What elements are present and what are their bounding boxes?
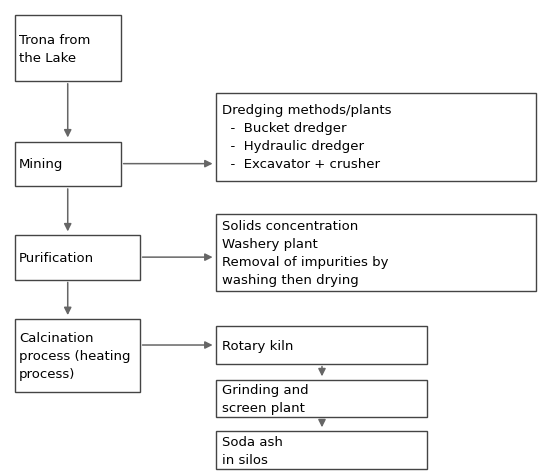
FancyBboxPatch shape: [15, 236, 140, 280]
Text: Mining: Mining: [19, 158, 63, 171]
FancyBboxPatch shape: [15, 17, 121, 82]
FancyBboxPatch shape: [15, 320, 140, 392]
Text: Solids concentration
Washery plant
Removal of impurities by
washing then drying: Solids concentration Washery plant Remov…: [222, 219, 389, 287]
FancyBboxPatch shape: [15, 142, 121, 187]
FancyBboxPatch shape: [216, 432, 427, 469]
Text: Dredging methods/plants
  -  Bucket dredger
  -  Hydraulic dredger
  -  Excavato: Dredging methods/plants - Bucket dredger…: [222, 104, 391, 171]
Text: Soda ash
in silos: Soda ash in silos: [222, 435, 283, 466]
FancyBboxPatch shape: [216, 215, 535, 292]
FancyBboxPatch shape: [216, 380, 427, 417]
Text: Purification: Purification: [19, 251, 94, 264]
FancyBboxPatch shape: [216, 327, 427, 364]
Text: Trona from
the Lake: Trona from the Lake: [19, 34, 91, 65]
FancyBboxPatch shape: [216, 93, 535, 182]
Text: Rotary kiln: Rotary kiln: [222, 339, 293, 352]
Text: Calcination
process (heating
process): Calcination process (heating process): [19, 331, 130, 380]
Text: Grinding and
screen plant: Grinding and screen plant: [222, 384, 309, 415]
